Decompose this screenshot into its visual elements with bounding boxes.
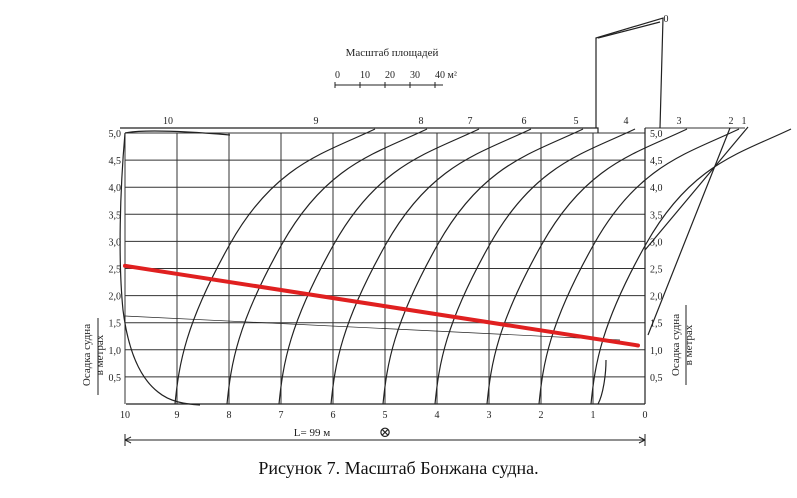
right-tick-label: 1,0 <box>650 346 663 357</box>
right-tick-label: 1,5 <box>650 319 663 330</box>
right-tick-label: 2,5 <box>650 265 663 276</box>
station-label-top: 4 <box>624 116 629 127</box>
scale-tick-label: 10 <box>360 70 370 81</box>
station-label-bottom: 8 <box>227 410 232 421</box>
left-draft-axis: 0,5 1,0 1,5 2,0 2,5 3,0 3,5 4,0 4,5 5,0 <box>109 129 122 384</box>
station-label-bottom: 0 <box>643 410 648 421</box>
station-label-bottom: 2 <box>539 410 544 421</box>
left-axis-subtitle: в метрах <box>94 334 106 375</box>
station-label-bottom: 4 <box>435 410 440 421</box>
bonjean-curve <box>486 128 688 405</box>
bow-rake-outer <box>644 126 749 251</box>
left-tick-label: 3,5 <box>109 210 122 221</box>
station-label-top: 0 <box>664 14 669 25</box>
bow-rake-inner <box>647 127 731 336</box>
bonjean-curve <box>330 128 532 405</box>
scale-tick-label: 40 м² <box>435 70 457 81</box>
aft-waterline-thin <box>124 315 621 341</box>
left-tick-label: 1,5 <box>109 319 122 330</box>
bonjean-curves <box>174 128 792 405</box>
station-label-top: 3 <box>677 116 682 127</box>
station-label-top: 10 <box>163 116 173 127</box>
left-axis-title: Осадка судна <box>81 324 93 386</box>
left-tick-label: 4,5 <box>109 156 122 167</box>
right-axis-subtitle: в метрах <box>683 324 695 365</box>
station-label-bottom: 6 <box>331 410 336 421</box>
station-label-bottom: 5 <box>383 410 388 421</box>
stern-deck-curve <box>124 130 231 136</box>
left-tick-label: 4,0 <box>109 183 122 194</box>
station-labels-top: 10 9 8 7 6 5 4 3 2 10 <box>163 14 747 127</box>
right-tick-label: 2,0 <box>650 292 663 303</box>
area-scale-bar: Масштаб площадей 0 10 20 30 40 м² <box>334 47 457 88</box>
station-label-top: 7 <box>468 116 473 127</box>
scale-tick-label: 0 <box>335 70 340 81</box>
waterline-red <box>123 263 640 348</box>
deck-line <box>120 127 599 133</box>
station-label-bottom: 9 <box>175 410 180 421</box>
grid <box>124 127 745 404</box>
station-label-bottom: 7 <box>279 410 284 421</box>
right-axis-title: Осадка судна <box>670 314 682 376</box>
bonjean-curve <box>590 128 792 405</box>
bonjean-curve <box>538 128 740 405</box>
stem-line <box>597 21 661 39</box>
bonjean-curve <box>382 128 584 405</box>
scale-tick-label: 30 <box>410 70 420 81</box>
station-label-bottom: 10 <box>120 410 130 421</box>
left-tick-label: 5,0 <box>109 129 122 140</box>
bonjean-curve <box>434 128 636 405</box>
station-label-top: 2 <box>729 116 734 127</box>
station-label-top: 9 <box>314 116 319 127</box>
bottom-curve <box>597 359 607 405</box>
station-label-bottom: 3 <box>487 410 492 421</box>
figure-caption: Рисунок 7. Масштаб Бонжана судна. <box>258 458 539 478</box>
station-label-top: 5 <box>574 116 579 127</box>
bonjean-curve <box>278 128 480 405</box>
hull-outline <box>119 17 749 406</box>
right-tick-label: 3,0 <box>650 237 663 248</box>
scale-tick-label: 20 <box>385 70 395 81</box>
right-tick-label: 0,5 <box>650 373 663 384</box>
right-tick-label: 4,5 <box>650 156 663 167</box>
right-draft-axis: 0,5 1,0 1,5 2,0 2,5 3,0 3,5 4,0 4,5 5,0 <box>650 129 663 384</box>
length-dimension <box>124 434 646 446</box>
right-tick-label: 4,0 <box>650 183 663 194</box>
station-labels-bottom: 10 9 8 7 6 5 4 3 2 1 0 <box>120 410 648 421</box>
area-scale-title: Масштаб площадей <box>346 47 439 59</box>
left-tick-label: 2,0 <box>109 292 122 303</box>
station-label-bottom: 1 <box>591 410 596 421</box>
station-label-top: 6 <box>522 116 527 127</box>
bonjean-curve <box>226 128 428 405</box>
left-tick-label: 3,0 <box>109 237 122 248</box>
forecastle-post <box>595 17 664 129</box>
station-label-top: 8 <box>419 116 424 127</box>
bonjean-curve <box>174 128 376 405</box>
midship-symbol: ⊗ <box>379 425 392 441</box>
left-tick-label: 1,0 <box>109 346 122 357</box>
right-tick-label: 3,5 <box>650 210 663 221</box>
stern-contour <box>119 132 201 406</box>
left-tick-label: 0,5 <box>109 373 122 384</box>
length-label: L= 99 м <box>294 427 330 439</box>
right-tick-label: 5,0 <box>650 129 663 140</box>
station-label-top: 1 <box>742 116 747 127</box>
left-tick-label: 2,5 <box>109 265 122 276</box>
